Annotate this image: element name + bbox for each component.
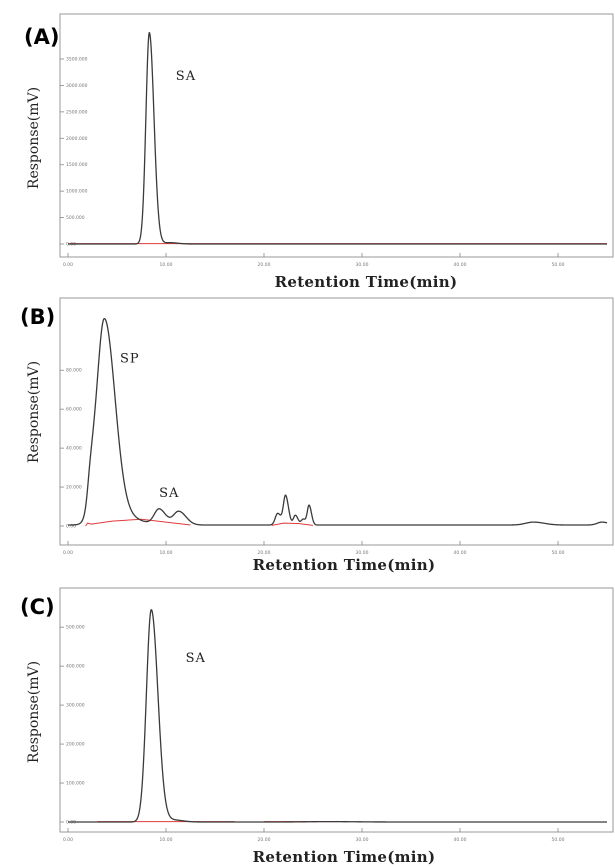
panel-c-y-tick-label: 500.000 xyxy=(66,625,85,631)
panel-a-y-tick-label: 2000.000 xyxy=(66,136,88,142)
panel-a-letter: (A) xyxy=(24,25,59,49)
panel-a-y-tick-label: 1500.000 xyxy=(66,162,88,168)
panel-c-x-tick-label: 10.00 xyxy=(160,837,173,843)
panel-b-x-tick-label: 0.00 xyxy=(63,550,73,556)
panel-c-x-tick-label: 50.00 xyxy=(552,837,565,843)
panel-c-x-axis-label: Retention Time(min) xyxy=(253,848,436,866)
panel-a-x-tick-label: 40.00 xyxy=(454,262,467,268)
panel-c-y-tick-label: 100.000 xyxy=(66,781,85,787)
panel-b-x-tick-label: 50.00 xyxy=(552,550,565,556)
panel-b-letter: (B) xyxy=(20,305,55,329)
panel-a-peak-label-sa: SA xyxy=(176,69,196,84)
panel-b-y-tick-label: 80.000 xyxy=(66,368,82,374)
panel-b-x-tick-label: 10.00 xyxy=(160,550,173,556)
panel-c-plot-frame xyxy=(59,587,614,833)
panel-c-trace xyxy=(67,609,608,823)
panel-c-y-axis-label: Response(mV) xyxy=(26,661,42,763)
panel-b-x-tick-label: 40.00 xyxy=(454,550,467,556)
panel-a-x-tick-label: 30.00 xyxy=(356,262,369,268)
panel-a-y-tick-label: 3000.000 xyxy=(66,83,88,89)
panel-a-y-tick-label: 2500.000 xyxy=(66,109,88,115)
panel-b-peak-label-sp: SP xyxy=(120,351,140,366)
panel-c-y-tick-label: 300.000 xyxy=(66,703,85,709)
panel-a-x-axis-label: Retention Time(min) xyxy=(275,273,458,291)
panel-a-trace xyxy=(67,32,608,245)
panel-c-x-tick-label: 40.00 xyxy=(454,837,467,843)
panel-b-peak-label-sa: SA xyxy=(159,486,179,501)
panel-c-peak-label-sa: SA xyxy=(186,651,206,666)
panel-c-plot-area: 0.00100.000200.000300.000400.000500.0000… xyxy=(60,609,608,843)
panel-a-plot-frame xyxy=(59,13,614,258)
panel-a-y-tick-label: 500.000 xyxy=(66,215,85,221)
panel-a-plot-area: 0.00 500.000 1000.000 1500.000 2000.000 2500.… xyxy=(60,32,608,268)
panel-a-y-tick-label: 1000.000 xyxy=(66,189,88,195)
panel-b-x-tick-label: 20.00 xyxy=(258,550,271,556)
panel-b-trace xyxy=(67,317,608,526)
panel-b: (B) Response(mV) Retention Time(min) 0.0… xyxy=(20,297,614,574)
panel-b-y-tick-label: 0.00 xyxy=(66,524,76,530)
panel-b-y-axis-label: Response(mV) xyxy=(26,361,42,463)
panel-c-y-tick-label: 200.000 xyxy=(66,742,85,748)
panel-b-y-tick-label: 20.000 xyxy=(66,485,82,491)
panel-a-y-tick-label: 3500.000 xyxy=(66,57,88,63)
panel-a-x-tick-label: 20.00 xyxy=(258,262,271,268)
panel-b-plot-frame xyxy=(59,297,614,546)
panel-c-letter: (C) xyxy=(20,595,55,619)
panel-c-x-tick-label: 20.00 xyxy=(258,837,271,843)
panel-a: (A) Response(mV) Retention Time(min) 0.0… xyxy=(24,13,614,291)
panel-b-x-axis-label: Retention Time(min) xyxy=(253,556,436,574)
panel-c-x-tick-label: 30.00 xyxy=(356,837,369,843)
panel-a-x-tick-label: 0.00 xyxy=(63,262,73,268)
panel-a-y-axis-label: Response(mV) xyxy=(26,87,42,189)
panel-b-x-tick-label: 30.00 xyxy=(356,550,369,556)
panel-c-y-tick-label: 400.000 xyxy=(66,664,85,670)
panel-b-y-tick-label: 60.000 xyxy=(66,407,82,413)
panel-c: (C) Response(mV) Retention Time(min) 0.0… xyxy=(20,587,614,866)
panel-b-plot-area: 0.00 20.000 40.000 60.000 80.000 0.00 10.00 20.… xyxy=(60,317,608,556)
panel-b-baseline xyxy=(271,522,314,526)
panel-b-baseline xyxy=(85,518,191,527)
panel-b-y-tick-label: 40.000 xyxy=(66,446,82,452)
panel-a-x-tick-label: 10.00 xyxy=(160,262,173,268)
panel-a-x-tick-label: 50.00 xyxy=(552,262,565,268)
panel-c-x-tick-label: 0.00 xyxy=(63,837,73,843)
